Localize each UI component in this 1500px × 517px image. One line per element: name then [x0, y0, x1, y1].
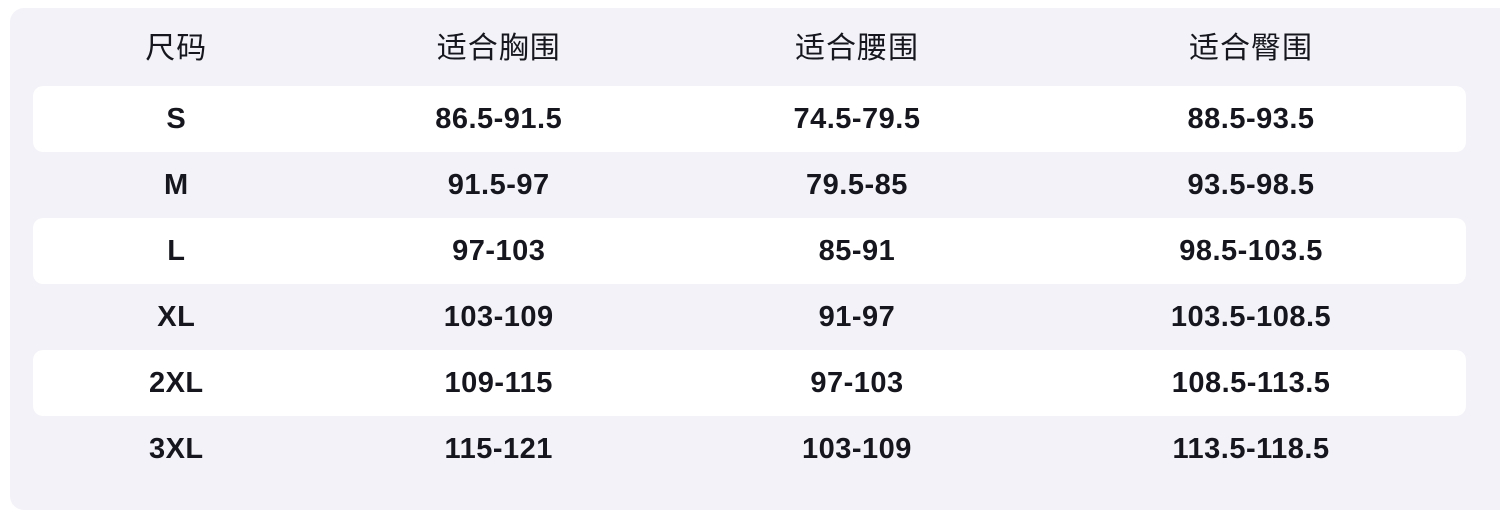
- cell-hip: 113.5-118.5: [1172, 432, 1330, 465]
- cell-hip: 93.5-98.5: [1187, 168, 1315, 201]
- table-row-2xl: 2XL 109-115 97-103 108.5-113.5: [33, 350, 1466, 416]
- header-cell-waist: 适合腰围: [794, 32, 919, 65]
- table-row-3xl: 3XL 115-121 103-109 113.5-118.5: [33, 416, 1466, 482]
- cell-chest: 86.5-91.5: [435, 102, 563, 135]
- table-row-s: S 86.5-91.5 74.5-79.5 88.5-93.5: [33, 86, 1466, 152]
- table-row-m: M 91.5-97 79.5-85 93.5-98.5: [33, 152, 1466, 218]
- cell-hip: 108.5-113.5: [1171, 366, 1331, 399]
- cell-waist: 103-109: [802, 432, 912, 465]
- size-chart-panel: 尺码 适合胸围 适合腰围 适合臀围 S 86.5-91.5 74.5-79.5 …: [10, 8, 1500, 510]
- cell-hip: 88.5-93.5: [1187, 102, 1315, 135]
- cell-waist: 79.5-85: [806, 168, 908, 201]
- cell-chest: 103-109: [443, 300, 554, 333]
- cell-hip: 103.5-108.5: [1170, 300, 1332, 333]
- table-row-xl: XL 103-109 91-97 103.5-108.5: [33, 284, 1466, 350]
- cell-size: M: [163, 168, 189, 201]
- cell-size: S: [166, 102, 187, 135]
- cell-waist: 97-103: [810, 366, 904, 399]
- cell-chest: 109-115: [444, 366, 553, 399]
- header-cell-size: 尺码: [145, 32, 208, 65]
- cell-chest: 97-103: [452, 234, 546, 267]
- cell-chest: 115-121: [444, 432, 553, 465]
- cell-size: 3XL: [148, 432, 204, 465]
- cell-waist: 74.5-79.5: [793, 102, 921, 135]
- cell-size: 2XL: [148, 366, 204, 399]
- header-row: 尺码 适合胸围 适合腰围 适合臀围: [33, 12, 1466, 86]
- header-cell-chest: 适合胸围: [436, 32, 561, 65]
- header-cell-hip: 适合臀围: [1189, 32, 1314, 65]
- cell-size: XL: [157, 300, 196, 333]
- cell-chest: 91.5-97: [447, 168, 550, 201]
- cell-hip: 98.5-103.5: [1179, 234, 1323, 267]
- cell-waist: 91-97: [818, 300, 896, 333]
- cell-waist: 85-91: [818, 234, 896, 267]
- cell-size: L: [167, 234, 186, 267]
- table-row-l: L 97-103 85-91 98.5-103.5: [33, 218, 1466, 284]
